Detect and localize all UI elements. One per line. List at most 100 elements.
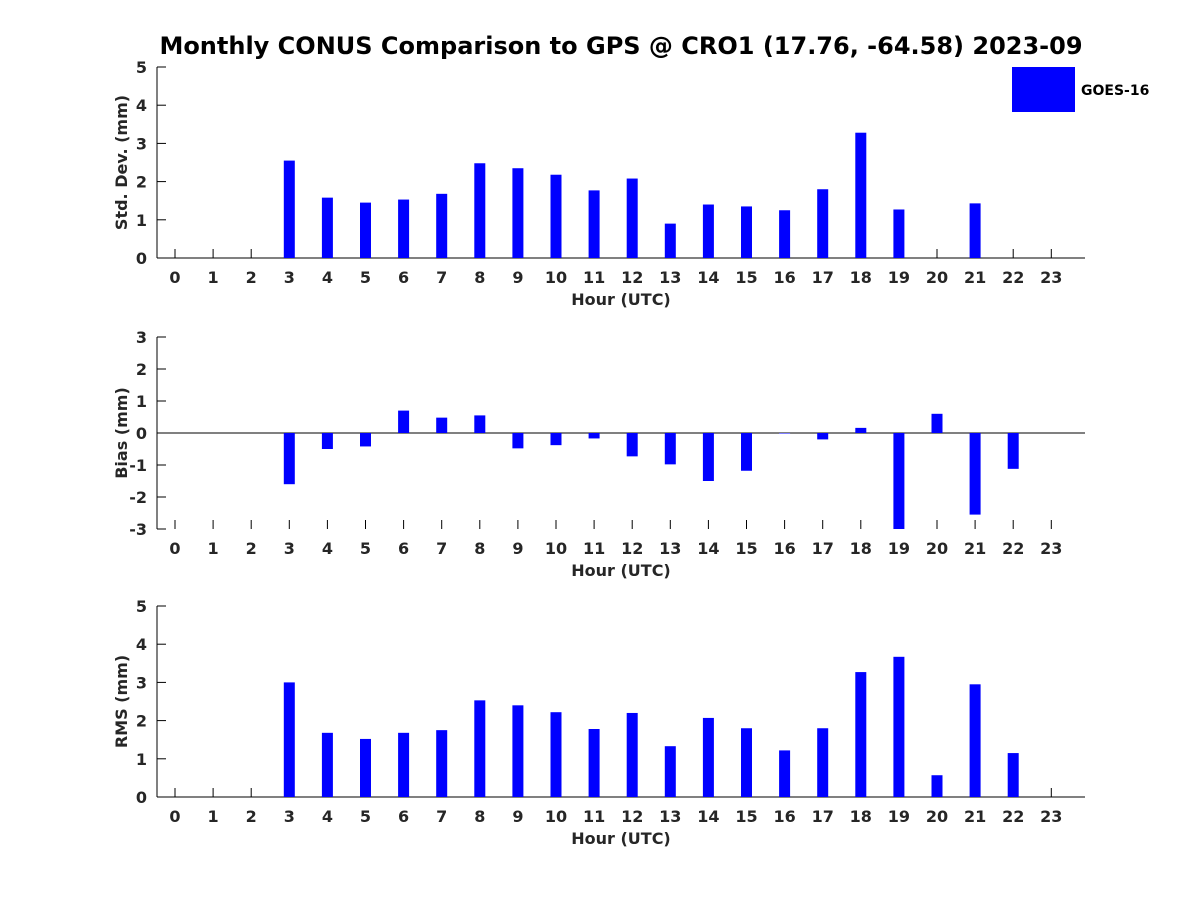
chart-title: Monthly CONUS Comparison to GPS @ CRO1 (… xyxy=(159,32,1082,60)
bar-hour-4 xyxy=(321,732,333,797)
bar-hour-9 xyxy=(512,705,524,797)
x-tick-label: 14 xyxy=(697,268,719,287)
y-tick-label: -3 xyxy=(129,520,147,539)
x-tick-label: 6 xyxy=(398,268,409,287)
x-tick-label: 10 xyxy=(545,268,567,287)
bar-hour-18 xyxy=(855,672,867,797)
x-tick-label: 0 xyxy=(169,807,180,826)
bar-hour-13 xyxy=(664,746,676,797)
x-tick-label: 15 xyxy=(735,539,757,558)
x-tick-label: 12 xyxy=(621,807,643,826)
x-tick-label: 18 xyxy=(850,539,872,558)
x-axis-label: Hour (UTC) xyxy=(571,829,671,848)
y-tick-label: 4 xyxy=(136,96,147,115)
x-tick-label: 6 xyxy=(398,539,409,558)
x-tick-label: 16 xyxy=(773,807,795,826)
y-tick-label: 3 xyxy=(136,134,147,153)
legend-swatch xyxy=(1012,67,1075,112)
x-tick-label: 15 xyxy=(735,807,757,826)
y-tick-label: 3 xyxy=(136,673,147,692)
y-tick-label: -1 xyxy=(129,456,147,475)
y-axis-label: Bias (mm) xyxy=(112,387,131,479)
bar-hour-15 xyxy=(741,433,752,471)
bar-hour-9 xyxy=(512,433,524,449)
x-tick-label: 2 xyxy=(246,268,257,287)
y-tick-label: 1 xyxy=(136,750,147,769)
x-tick-label: 18 xyxy=(850,268,872,287)
bar-hour-12 xyxy=(626,178,638,258)
y-tick-label: -2 xyxy=(129,488,147,507)
bar-hour-11 xyxy=(588,433,600,439)
x-tick-label: 20 xyxy=(926,539,948,558)
bar-hour-7 xyxy=(436,730,448,797)
x-axis-label: Hour (UTC) xyxy=(571,290,671,309)
x-tick-label: 17 xyxy=(812,807,834,826)
bar-hour-7 xyxy=(436,417,448,433)
x-tick-label: 21 xyxy=(964,268,986,287)
x-tick-label: 1 xyxy=(208,807,219,826)
bar-hour-17 xyxy=(817,433,829,440)
x-tick-label: 10 xyxy=(545,807,567,826)
x-tick-label: 11 xyxy=(583,539,605,558)
x-tick-label: 21 xyxy=(964,539,986,558)
x-tick-label: 3 xyxy=(284,268,295,287)
y-axis-label: Std. Dev. (mm) xyxy=(112,95,131,230)
bar-hour-14 xyxy=(702,433,714,481)
x-tick-label: 3 xyxy=(284,807,295,826)
bar-hour-5 xyxy=(360,433,371,447)
x-tick-label: 19 xyxy=(888,807,910,826)
bar-hour-8 xyxy=(474,163,486,258)
x-tick-label: 4 xyxy=(322,539,333,558)
bar-hour-13 xyxy=(664,433,676,465)
x-tick-label: 19 xyxy=(888,539,910,558)
bar-hour-3 xyxy=(283,433,295,485)
bar-hour-8 xyxy=(474,700,486,797)
x-tick-label: 17 xyxy=(812,268,834,287)
bar-hour-20 xyxy=(931,413,943,433)
bar-hour-18 xyxy=(855,132,867,258)
bar-hour-4 xyxy=(321,197,333,258)
x-tick-label: 8 xyxy=(474,807,485,826)
bar-hour-17 xyxy=(817,189,829,258)
y-tick-label: 2 xyxy=(136,360,147,379)
x-tick-label: 23 xyxy=(1040,807,1062,826)
x-tick-label: 8 xyxy=(474,268,485,287)
bar-hour-14 xyxy=(702,204,714,258)
x-tick-label: 4 xyxy=(322,268,333,287)
x-tick-label: 13 xyxy=(659,807,681,826)
bar-hour-20 xyxy=(931,775,943,797)
x-tick-label: 15 xyxy=(735,268,757,287)
x-tick-label: 11 xyxy=(583,268,605,287)
bar-hour-19 xyxy=(893,656,905,797)
y-tick-label: 1 xyxy=(136,392,147,411)
bar-hour-8 xyxy=(474,415,486,433)
y-tick-label: 3 xyxy=(136,328,147,347)
y-tick-label: 0 xyxy=(136,424,147,443)
bar-hour-15 xyxy=(741,206,752,258)
x-tick-label: 7 xyxy=(436,268,447,287)
bar-hour-16 xyxy=(779,750,791,797)
x-tick-label: 2 xyxy=(246,539,257,558)
x-tick-label: 13 xyxy=(659,268,681,287)
x-tick-label: 21 xyxy=(964,807,986,826)
x-tick-label: 8 xyxy=(474,539,485,558)
bar-hour-21 xyxy=(969,203,981,258)
x-tick-label: 3 xyxy=(284,539,295,558)
x-tick-label: 23 xyxy=(1040,268,1062,287)
x-tick-label: 2 xyxy=(246,807,257,826)
bar-hour-22 xyxy=(1007,753,1019,797)
y-tick-label: 5 xyxy=(136,58,147,77)
x-tick-label: 0 xyxy=(169,268,180,287)
x-tick-label: 9 xyxy=(512,807,523,826)
bar-hour-6 xyxy=(398,732,410,797)
x-tick-label: 5 xyxy=(360,268,371,287)
bar-hour-14 xyxy=(702,717,714,797)
bar-hour-16 xyxy=(779,433,791,434)
bar-hour-11 xyxy=(588,729,600,797)
x-tick-label: 22 xyxy=(1002,268,1024,287)
x-tick-label: 22 xyxy=(1002,807,1024,826)
